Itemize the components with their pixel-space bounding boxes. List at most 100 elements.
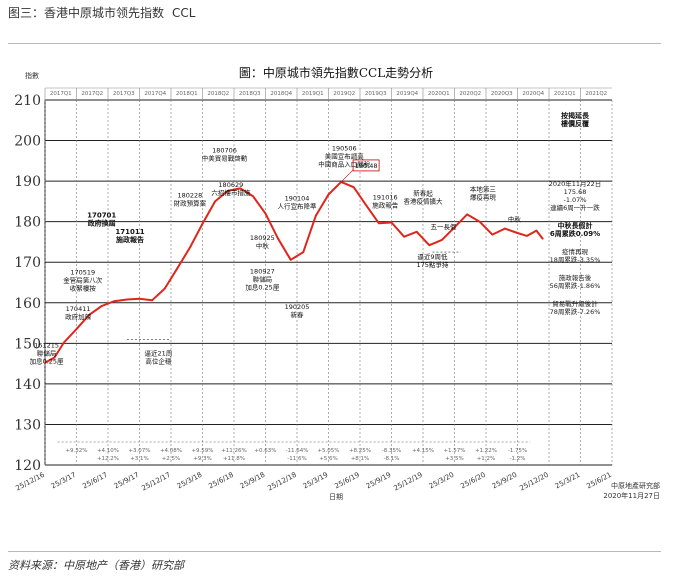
- quarter-label: 2018Q2: [207, 91, 229, 97]
- ccl-data-point: [390, 221, 393, 224]
- peak-callout-value: 190.48: [355, 162, 378, 170]
- quarter-label: 2017Q2: [81, 91, 103, 97]
- ccl-data-point: [53, 356, 56, 359]
- quarter-change-sub: +3.5%: [445, 456, 464, 462]
- quarter-change-value: +4.08%: [160, 448, 182, 454]
- x-tick-label: 25/3/20: [428, 471, 456, 491]
- ccl-data-point: [163, 287, 166, 290]
- quarter-change-value: +4.10%: [97, 448, 119, 454]
- event-annotation: 人行宣布降準: [278, 202, 318, 211]
- x-axis-label: 日期: [329, 493, 343, 501]
- x-tick-label: 25/9/20: [491, 471, 519, 491]
- ccl-data-point: [378, 222, 380, 225]
- event-annotation: 施政報告: [116, 235, 144, 244]
- y-tick-label: 170: [14, 255, 41, 271]
- event-annotation: 收緊樓按: [70, 283, 97, 292]
- event-annotation: 新春起: [413, 188, 433, 197]
- right-note: 樓價反覆: [561, 119, 590, 128]
- ccl-data-point: [201, 222, 204, 225]
- ccl-data-point: [541, 237, 544, 240]
- peak-callout-box: [352, 159, 380, 172]
- event-annotation: 190506: [332, 145, 357, 153]
- quarter-change-sub: +11.8%: [223, 456, 245, 462]
- event-annotation: 聯儲局: [37, 348, 57, 357]
- event-annotation: 政府加辣: [65, 312, 92, 321]
- x-tick-label: 25/3/21: [554, 471, 582, 491]
- y-tick-label: 140: [14, 377, 41, 393]
- quarter-label: 2019Q3: [365, 91, 387, 97]
- ccl-data-point: [113, 300, 116, 303]
- ccl-data-point: [252, 195, 254, 198]
- quarter-change-value: +0.63%: [254, 448, 276, 454]
- ccl-data-point: [315, 214, 317, 217]
- right-note: 施政報告後: [559, 273, 592, 282]
- ccl-data-point: [88, 314, 90, 316]
- right-note: 連續6周一升一跌: [550, 203, 600, 212]
- quarter-change-sub: +3.1%: [130, 456, 149, 462]
- x-tick-label: 25/9/17: [113, 471, 141, 491]
- quarter-change-value: +9.32%: [65, 448, 87, 454]
- ccl-data-point: [504, 227, 506, 230]
- event-annotation: 171011: [115, 228, 144, 236]
- ccl-data-point: [302, 251, 305, 253]
- event-annotation: 六招樓市措施: [211, 188, 251, 197]
- ccl-data-point: [189, 246, 191, 249]
- quarter-change-sub: +2.5%: [162, 456, 181, 462]
- event-annotation: 爆疫再現: [470, 192, 497, 201]
- quarter-change-value: -1.75%: [508, 448, 527, 454]
- ccl-data-point: [352, 186, 355, 189]
- ccl-data-point: [327, 193, 330, 196]
- event-annotation: 美國宣布調高: [325, 152, 365, 161]
- event-annotation: 加息0.25厘: [245, 283, 279, 292]
- quarter-change-value: -8.35%: [382, 448, 401, 454]
- event-annotation: 中美貿易戰啓動: [202, 154, 248, 163]
- ccl-data-point: [535, 229, 538, 232]
- quarter-label: 2018Q3: [239, 91, 261, 97]
- ccl-data-point: [214, 200, 217, 203]
- event-annotation: 聯儲局: [253, 275, 273, 284]
- event-annotation: 180927: [250, 268, 275, 276]
- event-annotation: 新春: [291, 310, 305, 319]
- right-note: 175.68: [564, 188, 587, 196]
- quarter-label: 2017Q3: [113, 91, 135, 97]
- y-tick-label: 120: [14, 458, 41, 474]
- quarter-label: 2019Q1: [302, 91, 324, 97]
- x-tick-label: 25/9/19: [365, 471, 393, 491]
- ccl-data-point: [466, 213, 468, 216]
- x-tick-label: 25/9/18: [239, 471, 267, 491]
- right-note: 貿易戰升級後計: [552, 299, 598, 308]
- ccl-data-point: [264, 212, 267, 215]
- figure-title: 图三：香港中原城市领先指数 CCL: [8, 4, 195, 21]
- ccl-data-point: [441, 239, 443, 241]
- figure-title-text: 图三：香港中原城市领先指数: [8, 6, 165, 20]
- right-note: 2020年11月22日: [549, 179, 602, 188]
- event-annotation: 190205: [285, 303, 310, 311]
- right-note: 中秋長假計: [558, 221, 593, 230]
- event-annotation: 金管局第八次: [63, 275, 103, 284]
- right-note: 按揭延長: [561, 111, 590, 120]
- quarter-change-sub: +1.2%: [477, 456, 496, 462]
- x-tick-label: 25/12/19: [392, 471, 424, 493]
- quarter-label: 2021Q2: [585, 91, 607, 97]
- quarter-change-sub: -11.6%: [287, 456, 306, 462]
- quarter-label: 2020Q4: [522, 91, 544, 97]
- event-annotation: 五一長假: [430, 222, 457, 231]
- event-annotation: 逼近9周低: [417, 252, 448, 261]
- event-annotation: 180706: [212, 147, 237, 155]
- x-tick-label: 25/12/20: [518, 471, 550, 493]
- event-annotation: 191016: [373, 193, 398, 201]
- event-annotation: 香港疫情擴大: [404, 196, 444, 205]
- ccl-data-point: [403, 235, 405, 238]
- event-annotation: 中國商品入口關稅: [318, 160, 371, 169]
- y-tick-label: 160: [14, 296, 41, 312]
- quarter-change-sub: +9.3%: [193, 456, 212, 462]
- ccl-data-point: [151, 299, 154, 302]
- y-tick-label: 200: [14, 134, 41, 150]
- event-annotation: 政府換屆: [88, 219, 116, 228]
- quarter-label: 2020Q3: [491, 91, 513, 97]
- x-tick-label: 25/3/19: [302, 471, 330, 491]
- ccl-data-point: [478, 220, 481, 223]
- event-annotation: 175點爭持: [416, 260, 448, 269]
- ccl-data-point: [289, 258, 292, 261]
- quarter-change-sub: +12.2%: [97, 456, 119, 462]
